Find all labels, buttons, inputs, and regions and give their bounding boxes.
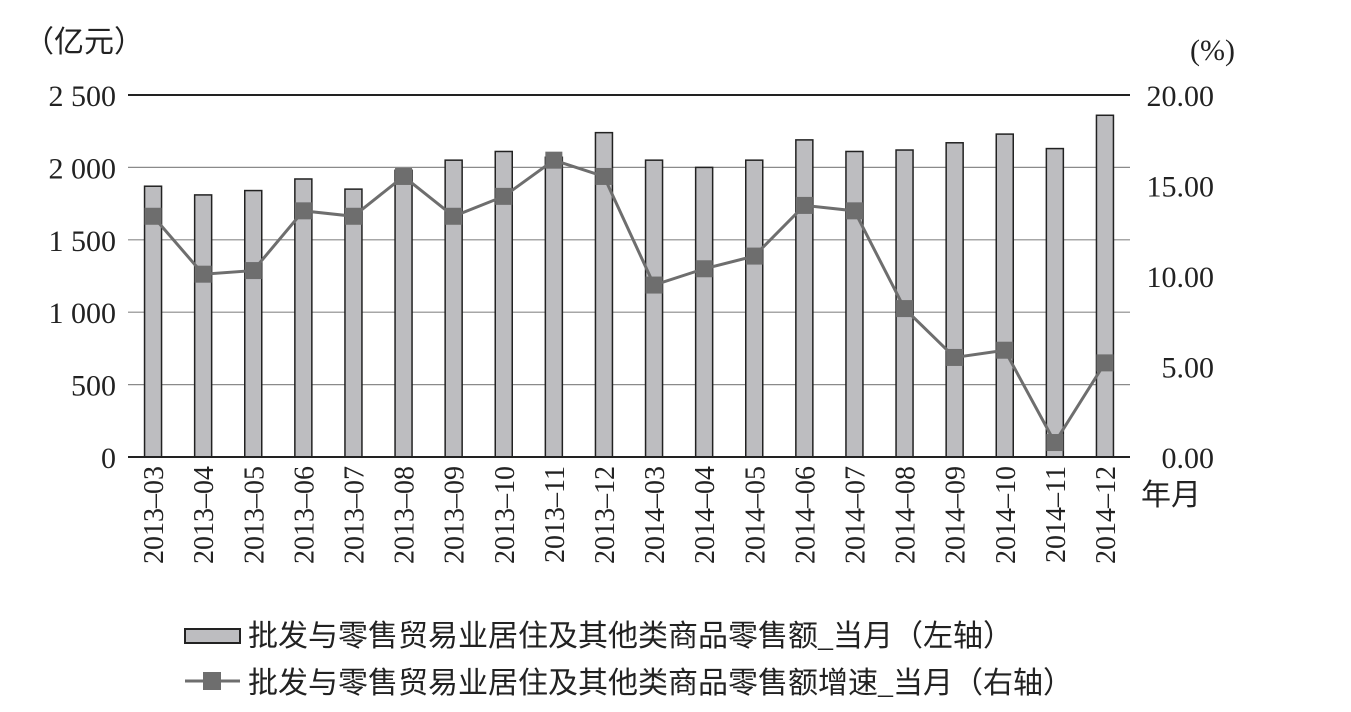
bar	[143, 185, 163, 458]
bar	[995, 133, 1014, 458]
line-marker	[996, 341, 1014, 359]
x-tick-label: 2014–06	[790, 466, 821, 564]
bar	[1095, 114, 1115, 458]
line-marker	[194, 265, 212, 283]
x-tick-label: 2014–09	[941, 466, 972, 564]
x-tick-label: 2013–12	[590, 466, 621, 564]
x-tick-label: 2013–11	[540, 466, 571, 563]
x-tick-label: 2014–08	[891, 466, 922, 564]
bar	[244, 189, 263, 458]
right-tick-label: 0.00	[1162, 442, 1215, 475]
legend-bar-swatch	[184, 628, 241, 644]
line-marker	[795, 196, 813, 214]
line-marker	[896, 300, 914, 318]
bar-series	[143, 114, 1115, 458]
left-tick-label: 1 000	[49, 297, 117, 330]
legend: 批发与零售贸易业居住及其他类商品零售额_当月（左轴） 批发与零售贸易业居住及其他…	[184, 620, 1073, 700]
line-series	[144, 151, 1114, 452]
line-marker	[445, 207, 463, 225]
bar	[795, 139, 814, 458]
x-tick-label: 2013–07	[339, 466, 370, 564]
line-marker	[645, 276, 663, 294]
line-marker	[595, 167, 613, 185]
x-tick-label: 2014–12	[1091, 466, 1122, 564]
x-tick-label: 2013–06	[289, 466, 320, 564]
x-tick-label: 2014–03	[640, 466, 671, 564]
left-tick-label: 0	[101, 442, 116, 475]
bar	[294, 178, 313, 458]
x-tick-label: 2014–04	[690, 466, 721, 564]
axes: 0 500 1 000 1 500 2 000 2 500 0.00 5.00 10.00 15.…	[49, 80, 1215, 564]
left-tick-label: 500	[71, 370, 116, 403]
right-axis-unit: (%)	[1190, 34, 1235, 67]
x-tick-label: 2014–07	[840, 466, 871, 564]
line-marker	[1096, 354, 1114, 372]
x-tick-label: 2014–11	[1041, 466, 1072, 563]
line-marker	[395, 167, 413, 185]
bar	[444, 159, 463, 458]
line-marker	[745, 247, 763, 265]
x-axis-suffix: 年月	[1141, 479, 1201, 512]
right-tick-label: 5.00	[1162, 352, 1215, 385]
bar	[344, 188, 363, 458]
bar	[193, 194, 213, 458]
line-marker	[144, 207, 162, 225]
bar	[1045, 147, 1065, 458]
bar	[845, 150, 864, 458]
legend-line-label: 批发与零售贸易业居住及其他类商品零售额增速_当月（右轴）	[248, 667, 1073, 700]
right-tick-label: 15.00	[1147, 171, 1215, 204]
left-tick-label: 1 500	[49, 225, 117, 258]
legend-bar-label: 批发与零售贸易业居住及其他类商品零售额_当月（左轴）	[248, 620, 1013, 653]
line-marker	[1046, 434, 1064, 452]
legend-line-marker	[203, 672, 221, 690]
x-tick-label: 2013–09	[440, 466, 471, 564]
bar	[394, 169, 413, 458]
x-tick-label: 2013–03	[139, 466, 170, 564]
x-tick-label: 2014–10	[991, 466, 1022, 564]
bar	[644, 159, 664, 458]
line-marker	[495, 187, 513, 205]
bar	[745, 159, 764, 458]
left-axis-unit: （亿元）	[24, 26, 144, 59]
line-marker	[344, 207, 362, 225]
bar	[544, 156, 564, 458]
bar	[945, 142, 964, 458]
x-tick-label: 2013–10	[490, 466, 521, 564]
x-tick-label: 2013–08	[390, 466, 421, 564]
line-marker	[695, 260, 713, 278]
x-tick-label: 2013–05	[239, 466, 270, 564]
left-tick-label: 2 000	[49, 152, 117, 185]
line-marker	[845, 202, 863, 220]
x-tick-label: 2013–04	[189, 466, 220, 564]
left-tick-label: 2 500	[49, 80, 117, 113]
right-tick-label: 10.00	[1147, 261, 1215, 294]
line-marker	[545, 151, 563, 169]
line-marker	[946, 348, 964, 366]
right-tick-label: 20.00	[1147, 80, 1215, 113]
bar	[694, 166, 714, 458]
x-tick-label: 2014–05	[740, 466, 771, 564]
line-marker	[244, 262, 262, 280]
line-marker	[294, 202, 312, 220]
